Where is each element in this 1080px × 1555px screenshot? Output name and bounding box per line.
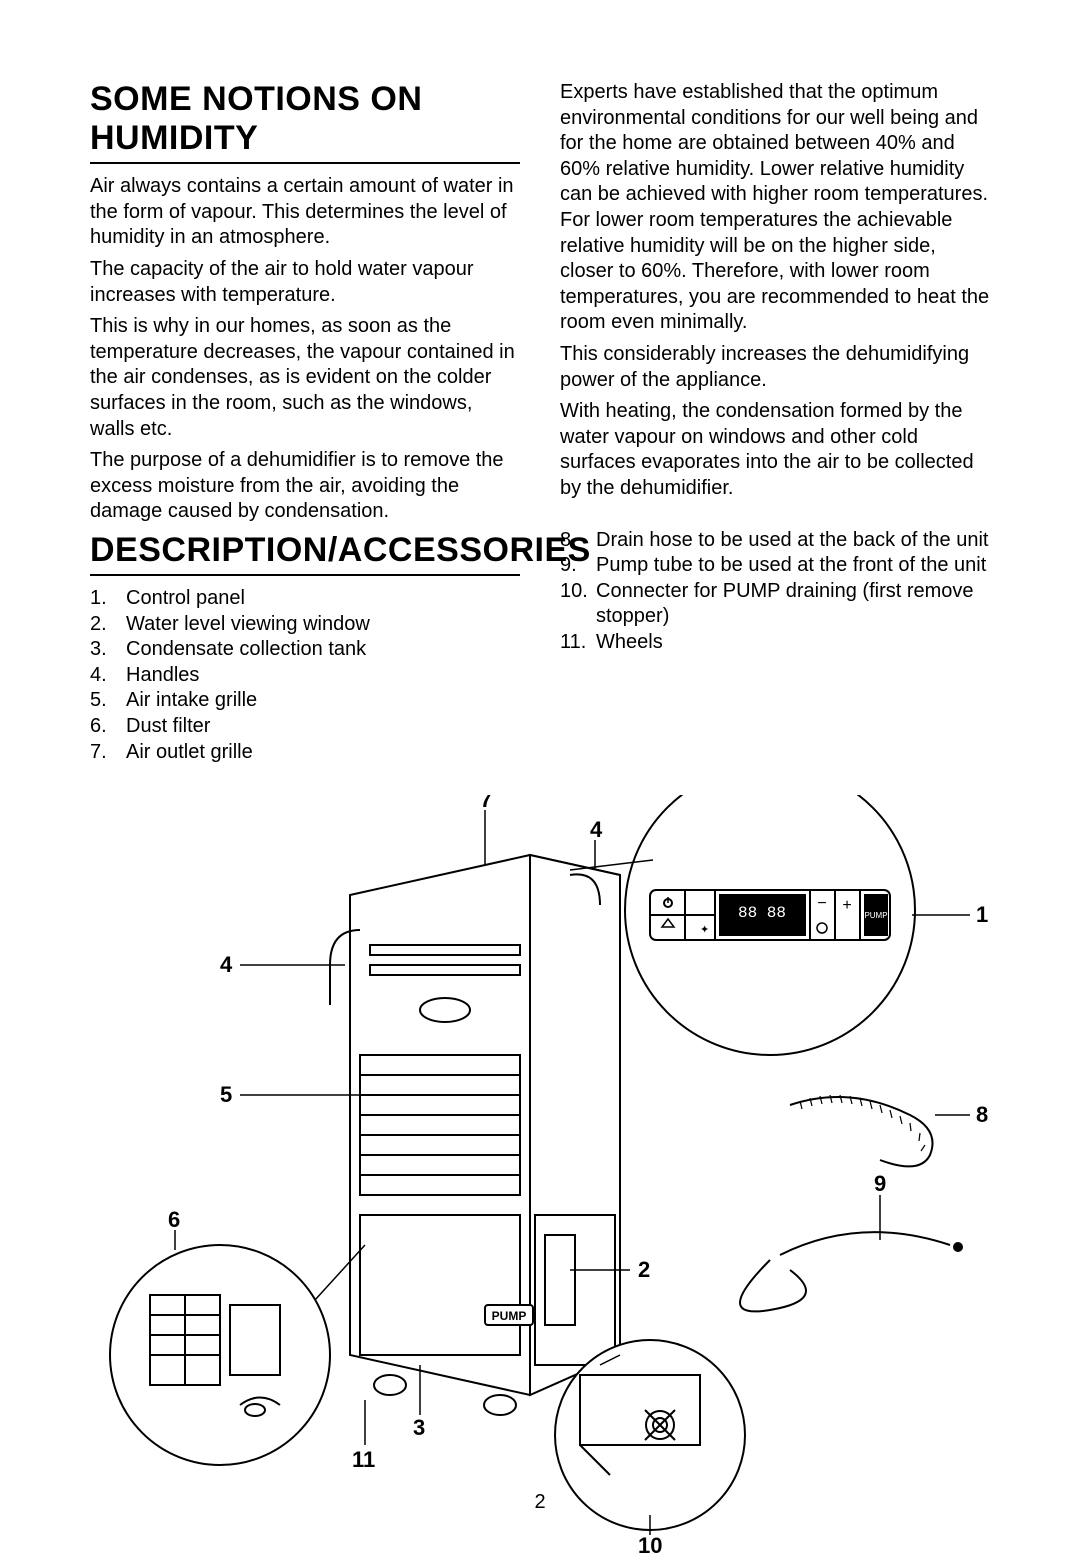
accessories-list-right: 8.Drain hose to be used at the back of t… <box>560 528 990 656</box>
list-item: Wheels <box>596 630 663 656</box>
list-item: Air intake grille <box>126 688 257 714</box>
callout-2: 2 <box>638 1257 650 1282</box>
right-column: Experts have established that the optimu… <box>560 80 990 765</box>
callout-9: 9 <box>874 1171 886 1196</box>
svg-text:−: − <box>817 895 826 912</box>
svg-text:+: + <box>842 897 851 914</box>
svg-text:PUMP: PUMP <box>492 1309 527 1323</box>
list-item: Air outlet grille <box>126 740 253 766</box>
callout-10: 10 <box>638 1533 662 1555</box>
svg-text:88 88: 88 88 <box>738 904 786 922</box>
svg-text:✦: ✦ <box>700 924 709 936</box>
svg-text:PUMP: PUMP <box>864 911 887 920</box>
callout-6: 6 <box>168 1207 180 1232</box>
left-column: SOME NOTIONS ON HUMIDITY Air always cont… <box>90 80 520 765</box>
list-item: Pump tube to be used at the front of the… <box>596 553 986 579</box>
paragraph: With heating, the condensation formed by… <box>560 399 990 501</box>
callout-3: 3 <box>413 1415 425 1440</box>
callout-4b: 4 <box>220 952 233 977</box>
product-diagram: PUMP 88 88 ✦ − + <box>90 795 990 1555</box>
list-item: Dust filter <box>126 714 210 740</box>
paragraph: The purpose of a dehumidifier is to remo… <box>90 448 520 525</box>
list-item: Connecter for PUMP draining (first remov… <box>596 579 990 630</box>
callout-5: 5 <box>220 1082 232 1107</box>
list-item: Control panel <box>126 586 245 612</box>
paragraph: This is why in our homes, as soon as the… <box>90 314 520 442</box>
list-item: Condensate collection tank <box>126 637 366 663</box>
callout-7: 7 <box>480 795 492 812</box>
paragraph: Air always contains a certain amount of … <box>90 174 520 251</box>
list-item: Water level viewing window <box>126 612 370 638</box>
callout-1: 1 <box>976 902 988 927</box>
heading-humidity: SOME NOTIONS ON HUMIDITY <box>90 80 520 164</box>
callout-4: 4 <box>590 817 603 842</box>
callout-11: 11 <box>352 1447 375 1472</box>
paragraph: Experts have established that the optimu… <box>560 80 990 336</box>
callout-8: 8 <box>976 1102 988 1127</box>
list-item: Drain hose to be used at the back of the… <box>596 528 988 554</box>
page-number: 2 <box>0 1491 1080 1514</box>
paragraph: This considerably increases the dehumidi… <box>560 342 990 393</box>
paragraph: The capacity of the air to hold water va… <box>90 257 520 308</box>
accessories-list-left: 1.Control panel 2.Water level viewing wi… <box>90 586 520 765</box>
heading-description: DESCRIPTION/ACCESSORIES <box>90 531 520 576</box>
list-item: Handles <box>126 663 199 689</box>
